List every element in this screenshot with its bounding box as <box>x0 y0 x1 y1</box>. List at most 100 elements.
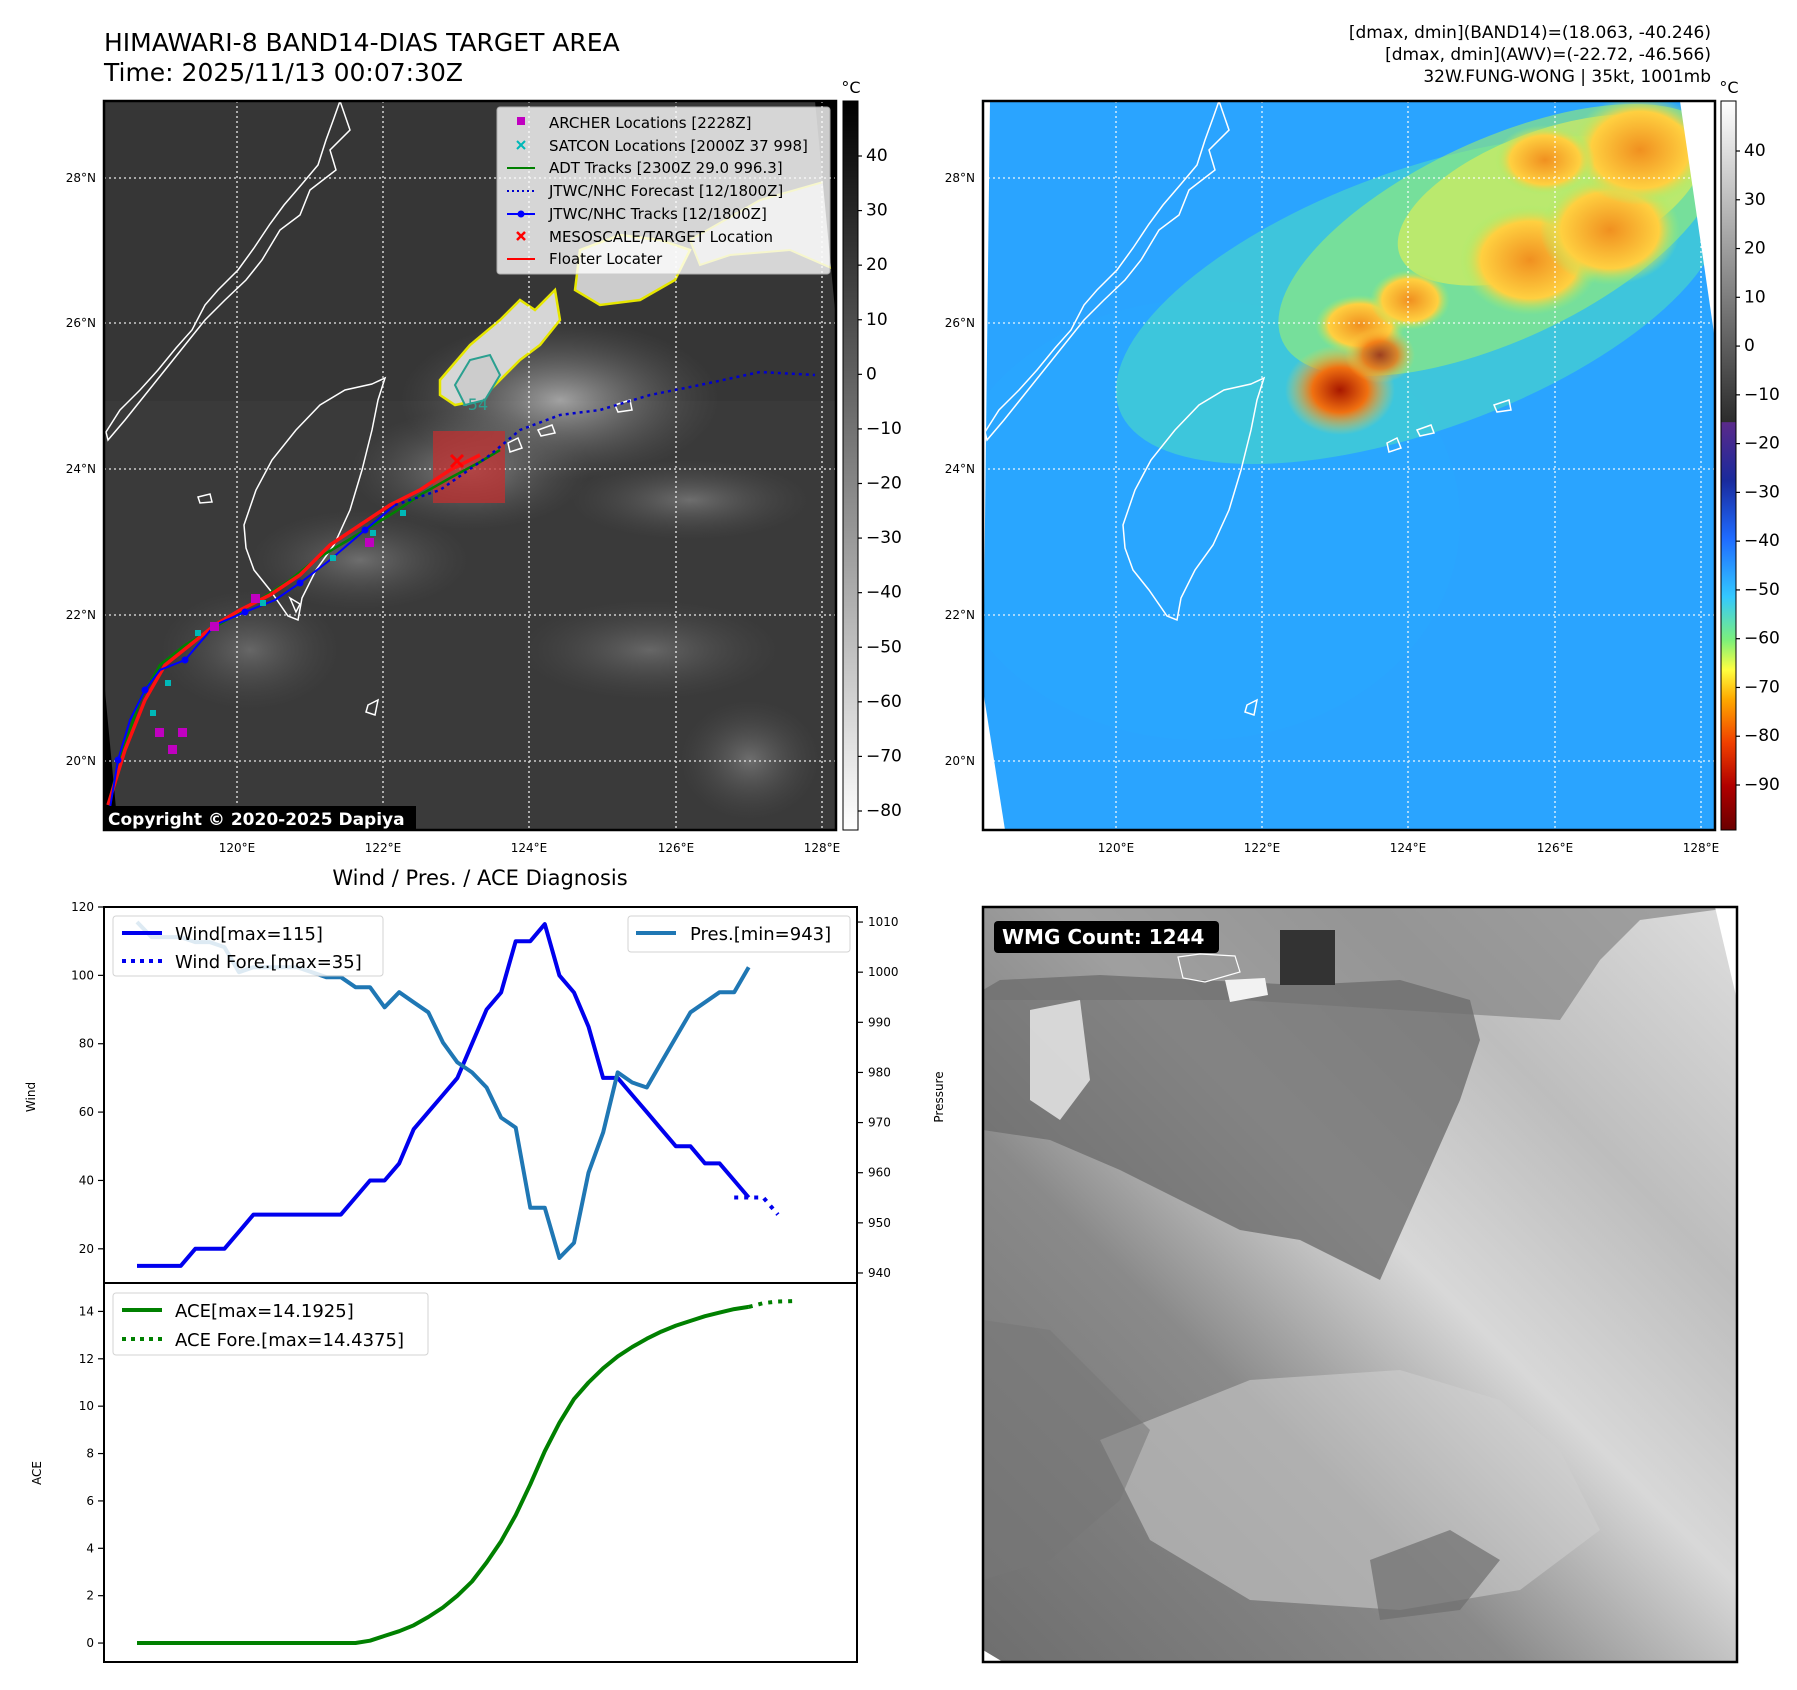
ir-colorbar-tick-label: 30 <box>866 201 888 221</box>
wmg-panel: WMG Count: 1244 <box>981 905 1739 1664</box>
svg-text:22°N: 22°N <box>66 608 96 622</box>
svg-text:24°N: 24°N <box>66 462 96 476</box>
svg-text:126°E: 126°E <box>658 841 695 855</box>
awv-colorbar-tick-label: 20 <box>1744 239 1766 259</box>
wmg-frame <box>981 905 1739 1664</box>
legend-ace-fore: ACE Fore.[max=14.4375] <box>175 1330 404 1351</box>
ir-colorbar-tick-label: −70 <box>866 746 902 766</box>
ir-colorbar-tick-label: −40 <box>866 583 902 603</box>
ir-lon-labels: 120°E 122°E 124°E 126°E 128°E <box>219 841 841 855</box>
pres-ytick-label: 970 <box>868 1116 891 1130</box>
svg-text:120°E: 120°E <box>219 841 256 855</box>
awv-colorbar-tick-label: 10 <box>1744 287 1766 307</box>
pres-ytick-label: 940 <box>868 1266 891 1280</box>
svg-text:128°E: 128°E <box>804 841 841 855</box>
wind-ytick-label: 60 <box>79 1105 94 1119</box>
ace-ytick-label: 8 <box>86 1447 94 1461</box>
ir-map-panel: -54 <box>66 78 902 855</box>
svg-text:128°E: 128°E <box>1683 841 1720 855</box>
wind-legend: Wind[max=115] Wind Fore.[max=35] <box>112 915 384 977</box>
ace-ytick-label: 12 <box>79 1352 94 1366</box>
pres-ytick-label: 950 <box>868 1216 891 1230</box>
wind-forecast-series <box>734 1195 780 1216</box>
taiwan-coastline-awv <box>1122 376 1266 622</box>
svg-text:22°N: 22°N <box>945 608 975 622</box>
ir-colorbar-tick-label: −10 <box>866 419 902 439</box>
info-band14-range: [dmax, dmin](BAND14)=(18.063, -40.246) <box>1349 23 1711 43</box>
legend-floater: Floater Locater <box>549 250 663 268</box>
wind-series <box>137 922 751 1268</box>
ace-ytick-label: 0 <box>86 1636 94 1650</box>
wmg-count: WMG Count: 1244 <box>1002 925 1204 949</box>
svg-text:20°N: 20°N <box>66 754 96 768</box>
pres-ytick-label: 1000 <box>868 965 899 979</box>
svg-text:28°N: 28°N <box>945 171 975 185</box>
svg-text:122°E: 122°E <box>1244 841 1281 855</box>
figure-time: Time: 2025/11/13 00:07:30Z <box>103 58 463 87</box>
svg-text:28°N: 28°N <box>66 171 96 185</box>
china-coastline-awv <box>984 101 1230 442</box>
ir-colorbar-tick-label: −60 <box>866 692 902 712</box>
svg-text:124°E: 124°E <box>1390 841 1427 855</box>
figure-title: HIMAWARI-8 BAND14-DIAS TARGET AREA <box>104 28 620 57</box>
wmg-count-badge <box>994 921 1219 953</box>
copyright-badge <box>104 806 416 830</box>
ace-series <box>137 1304 750 1645</box>
floater-track <box>106 453 481 806</box>
legend-pres: Pres.[min=943] <box>690 924 831 945</box>
awv-colorbar-tick-label: 0 <box>1744 336 1755 356</box>
awv-map-panel: 28°N 26°N 24°N 22°N 20°N 120°E 122°E 124… <box>945 78 1780 855</box>
legend-target: MESOSCALE/TARGET Location <box>549 228 773 246</box>
legend-archer-icon <box>517 117 525 125</box>
awv-lon-labels: 120°E 122°E 124°E 126°E 128°E <box>1098 841 1720 855</box>
svg-text:120°E: 120°E <box>1098 841 1135 855</box>
contour-label: -54 <box>462 395 488 414</box>
svg-text:26°N: 26°N <box>945 316 975 330</box>
awv-colorbar-tick-label: 40 <box>1744 141 1766 161</box>
target-marker <box>449 453 465 469</box>
diagnosis-title: Wind / Pres. / ACE Diagnosis <box>332 866 627 890</box>
taiwan-coastline <box>243 376 387 622</box>
china-coastline <box>105 101 351 442</box>
ace-ytick-label: 4 <box>86 1541 94 1555</box>
ir-colorbar-tick-label: −80 <box>866 801 902 821</box>
legend-tracks: JTWC/NHC Tracks [12/1800Z] <box>548 205 767 223</box>
awv-colorbar-tick-label: −40 <box>1744 531 1780 551</box>
ir-colorbar-tick-label: 0 <box>866 364 877 384</box>
ace-ytick-label: 2 <box>86 1589 94 1603</box>
awv-colorbar-tick-label: −70 <box>1744 677 1780 697</box>
ir-colorbar: °C 40 30 20 10 0 −10 −20 −30 −40 −50 −60 −70 −80 <box>841 78 902 831</box>
awv-colorbar-tick-label: −10 <box>1744 385 1780 405</box>
jtwc-track-points <box>114 526 369 764</box>
awv-colorbar-unit: °C <box>1719 78 1738 97</box>
ir-colorbar-tick-label: 10 <box>866 310 888 330</box>
ace-forecast-series <box>748 1299 793 1309</box>
pressure-legend: Pres.[min=943] <box>627 915 851 953</box>
ir-lat-labels: 28°N 26°N 24°N 22°N 20°N <box>66 171 96 768</box>
wind-ytick-label: 40 <box>79 1173 94 1187</box>
wind-ytick-label: 120 <box>71 900 94 914</box>
pres-ytick-label: 980 <box>868 1065 891 1079</box>
svg-text:26°N: 26°N <box>66 316 96 330</box>
info-awv-range: [dmax, dmin](AWV)=(-22.72, -46.566) <box>1385 45 1711 65</box>
awv-colorbar-tick-label: −30 <box>1744 482 1780 502</box>
svg-text:124°E: 124°E <box>511 841 548 855</box>
ir-colorbar-tick-label: 40 <box>866 146 888 166</box>
awv-colorbar-tick-label: −20 <box>1744 434 1780 454</box>
awv-colorbar-tick-label: −80 <box>1744 726 1780 746</box>
legend-wind-fore: Wind Fore.[max=35] <box>175 952 362 973</box>
svg-text:126°E: 126°E <box>1537 841 1574 855</box>
satcon-points <box>150 510 406 716</box>
awv-colorbar: °C 40 30 20 10 0 −10 −20 −30 −40 −50 −60 −70 −80 −90 <box>1719 78 1780 831</box>
wind-axis-label: Wind <box>24 1082 38 1112</box>
ace-legend: ACE[max=14.1925] ACE Fore.[max=14.4375] <box>112 1292 429 1356</box>
wind-ytick-label: 100 <box>71 968 94 982</box>
awv-map-frame <box>981 99 1717 832</box>
copyright-text: Copyright © 2020-2025 Dapiya <box>108 810 405 830</box>
svg-text:24°N: 24°N <box>945 462 975 476</box>
wmg-dark-pixel <box>1280 930 1335 985</box>
pres-ytick-label: 1010 <box>868 915 899 929</box>
awv-gridlines <box>983 101 1715 830</box>
ir-colorbar-tick-label: −20 <box>866 474 902 494</box>
legend-ace: ACE[max=14.1925] <box>175 1301 354 1322</box>
